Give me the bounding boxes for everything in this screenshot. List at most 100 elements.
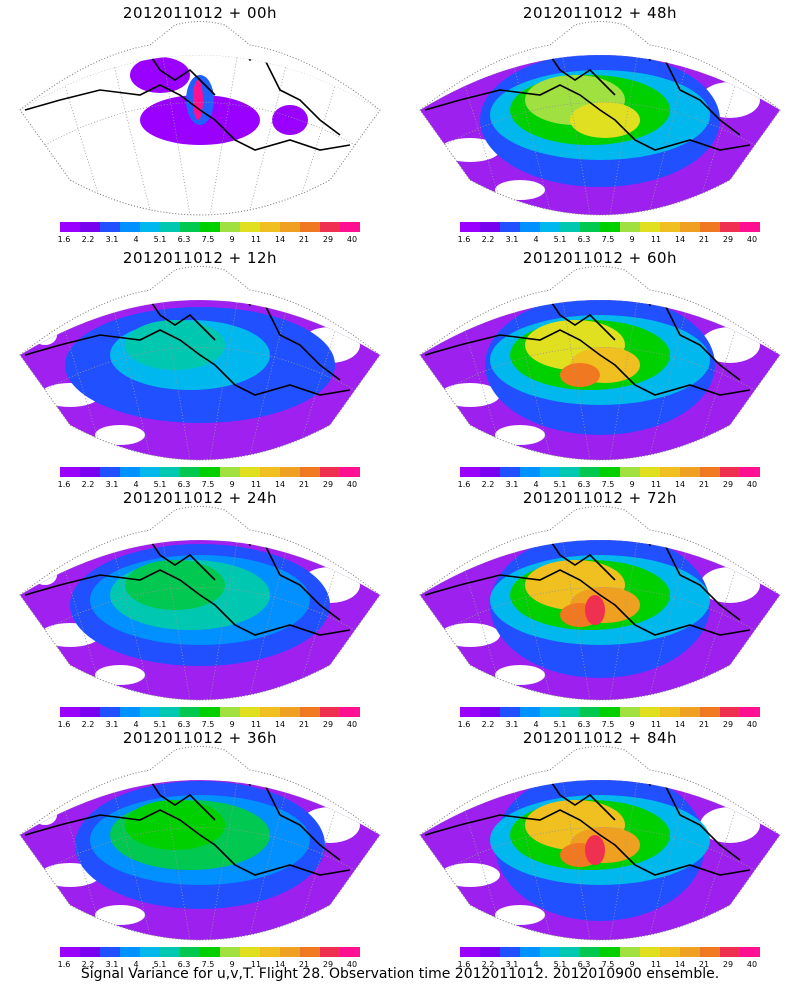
colorbar-swatch [300, 222, 320, 232]
colorbar-swatch [680, 947, 700, 957]
colorbar-label: 4 [533, 960, 539, 969]
colorbar-label: 11 [650, 960, 662, 969]
map-panel: 2012011012 + 36h 1.6 2.2 3.1 4 5.1 6.3 7.5 9 11 14… [0, 725, 400, 970]
colorbar-swatch [340, 222, 360, 232]
colorbar-label: 1.6 [57, 960, 71, 969]
colorbar-label: 29 [322, 235, 334, 244]
colorbar-swatch [540, 947, 560, 957]
map-border [419, 21, 781, 216]
colorbar-label: 3.1 [505, 480, 519, 489]
colorbar-swatch [160, 222, 180, 232]
colorbar-swatch [480, 707, 500, 717]
coastline [24, 300, 351, 396]
colorbar-label: 21 [298, 480, 310, 489]
colorbar-label: 29 [722, 960, 734, 969]
panel-title: 2012011012 + 84h [522, 729, 678, 747]
coastline [424, 780, 751, 876]
colorbar-labels: 1.6 2.2 3.1 4 5.1 6.3 7.5 9 11 14 21 29 40 [457, 720, 760, 730]
colorbar-label: 29 [722, 480, 734, 489]
colorbar-swatch [180, 222, 200, 232]
colorbar-label: 9 [229, 235, 235, 244]
colorbar-label: 7.5 [601, 235, 615, 244]
colorbar-label: 9 [229, 480, 235, 489]
colorbar-swatch [580, 467, 600, 477]
colorbar-swatch [280, 707, 300, 717]
colorbar-label: 14 [274, 720, 286, 729]
colorbar-swatch [240, 222, 260, 232]
colorbar-label: 5.1 [153, 235, 167, 244]
colorbar-label: 9 [629, 480, 635, 489]
colorbar-label: 7.5 [201, 480, 215, 489]
colorbar-label: 6.3 [177, 480, 191, 489]
colorbar-label: 6.3 [177, 235, 191, 244]
colorbar-label: 1.6 [457, 960, 471, 969]
colorbar-swatch [660, 222, 680, 232]
colorbar-swatch [560, 707, 580, 717]
colorbar-swatch [220, 947, 240, 957]
colorbar-swatch [140, 467, 160, 477]
variance-map [19, 506, 381, 701]
colorbar-swatch [100, 467, 120, 477]
colorbar-swatch [80, 467, 100, 477]
colorbar-label: 1.6 [57, 480, 71, 489]
coastline [24, 540, 351, 636]
colorbar-label: 4 [533, 235, 539, 244]
colorbar-swatch [640, 707, 660, 717]
colorbar-swatch [80, 707, 100, 717]
colorbar-swatch [660, 467, 680, 477]
colorbar-label: 3.1 [105, 480, 119, 489]
colorbar-swatch [240, 947, 260, 957]
colorbar-label: 2.2 [81, 480, 95, 489]
coastline [24, 780, 351, 876]
colorbar-swatch [700, 707, 720, 717]
colorbar-swatch [60, 707, 80, 717]
colorbar-label: 6.3 [577, 235, 591, 244]
colorbar-label: 6.3 [577, 720, 591, 729]
colorbar-swatch [720, 707, 740, 717]
map-panel: 2012011012 + 00h 1.6 2.2 3.1 4 5.1 6.3 7.5 9 11 14… [0, 0, 400, 245]
colorbar-swatch [160, 467, 180, 477]
colorbar-label: 2.2 [481, 235, 495, 244]
colorbar-label: 5.1 [153, 720, 167, 729]
colorbar-swatch [540, 707, 560, 717]
colorbar-label: 5.1 [153, 960, 167, 969]
colorbar-swatch [200, 707, 220, 717]
colorbar-swatch [120, 222, 140, 232]
colorbar-label: 29 [322, 480, 334, 489]
colorbar [460, 222, 760, 232]
panel-title: 2012011012 + 72h [522, 489, 678, 507]
colorbar-label: 21 [698, 480, 710, 489]
colorbar-label: 21 [698, 960, 710, 969]
colorbar-swatch [100, 222, 120, 232]
colorbar-label: 7.5 [601, 720, 615, 729]
colorbar-swatch [140, 707, 160, 717]
colorbar-label: 4 [133, 235, 139, 244]
colorbar-swatch [740, 707, 760, 717]
colorbar-swatch [320, 222, 340, 232]
colorbar-label: 14 [274, 235, 286, 244]
colorbar-label: 40 [746, 480, 758, 489]
colorbar-swatch [580, 222, 600, 232]
colorbar-label: 1.6 [457, 720, 471, 729]
colorbar-swatch [740, 467, 760, 477]
colorbar-label: 2.2 [81, 235, 95, 244]
colorbar-swatch [100, 947, 120, 957]
variance-map [19, 746, 381, 941]
colorbar-swatch [240, 707, 260, 717]
colorbar-swatch [80, 222, 100, 232]
map-border [19, 21, 381, 216]
colorbar-label: 14 [274, 480, 286, 489]
colorbar-swatch [600, 467, 620, 477]
colorbar-label: 1.6 [57, 720, 71, 729]
colorbar-label: 40 [346, 960, 358, 969]
colorbar-swatch [580, 707, 600, 717]
map-border [19, 266, 381, 461]
colorbar-label: 4 [133, 480, 139, 489]
variance-map [19, 21, 381, 216]
colorbar [60, 467, 360, 477]
colorbar-label: 4 [133, 720, 139, 729]
colorbar-swatch [520, 707, 540, 717]
map-border [419, 746, 781, 941]
colorbar-label: 21 [298, 720, 310, 729]
colorbar-label: 21 [298, 960, 310, 969]
